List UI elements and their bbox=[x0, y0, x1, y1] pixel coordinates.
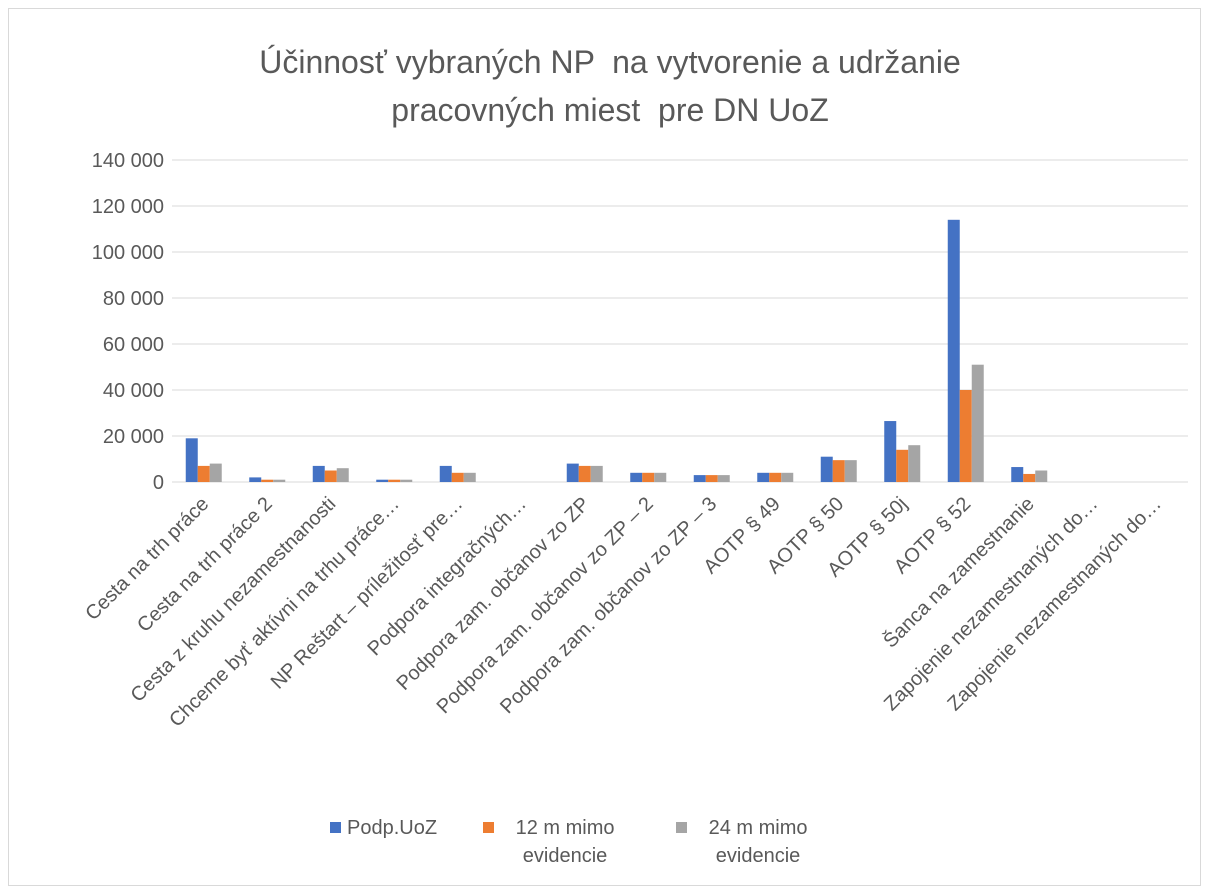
bar bbox=[705, 475, 718, 482]
bar bbox=[197, 465, 210, 482]
x-tick-label: Cesta na trh práce bbox=[81, 493, 213, 625]
y-tick-label: 100 000 bbox=[92, 242, 164, 264]
bar bbox=[757, 472, 770, 482]
bar bbox=[693, 475, 706, 482]
bar bbox=[832, 460, 845, 482]
legend-swatch bbox=[483, 822, 495, 833]
bar bbox=[400, 479, 413, 482]
legend-label: 24 m mimo evidencie bbox=[708, 817, 808, 867]
legend-swatch bbox=[676, 822, 688, 833]
bar bbox=[844, 460, 857, 482]
y-tick-label: 140 000 bbox=[92, 150, 164, 172]
bar bbox=[578, 465, 591, 482]
y-tick-label: 80 000 bbox=[103, 288, 164, 310]
bar bbox=[249, 477, 262, 482]
bar bbox=[971, 364, 984, 482]
y-tick-label: 60 000 bbox=[103, 334, 164, 356]
bar bbox=[439, 465, 452, 482]
legend: Podp.UoZ 12 m mimo evidencie 24 m mimo evi… bbox=[330, 814, 823, 870]
bar bbox=[947, 219, 960, 483]
bar bbox=[959, 390, 972, 482]
bar bbox=[908, 445, 921, 482]
bar bbox=[820, 456, 833, 482]
legend-item: 24 m mimo evidencie bbox=[676, 814, 823, 870]
bar bbox=[209, 463, 222, 482]
bar bbox=[590, 465, 603, 482]
bar bbox=[261, 479, 274, 482]
bar bbox=[1011, 467, 1024, 482]
bar bbox=[1035, 470, 1048, 482]
bar bbox=[781, 472, 794, 482]
y-tick-label: 120 000 bbox=[92, 196, 164, 218]
bar bbox=[630, 472, 643, 482]
bar bbox=[566, 463, 579, 482]
bar bbox=[376, 479, 389, 482]
y-tick-label: 0 bbox=[153, 472, 164, 494]
bar bbox=[654, 472, 667, 482]
legend-item: Podp.UoZ bbox=[330, 814, 437, 870]
chart-title: Účinnosť vybraných NP na vytvorenie a ud… bbox=[259, 44, 970, 128]
x-tick-label: Chceme byť aktívni na trhu práce… bbox=[165, 493, 404, 732]
bar bbox=[336, 468, 349, 482]
bar bbox=[324, 470, 337, 482]
bar bbox=[642, 472, 655, 482]
bar bbox=[769, 472, 782, 482]
bar bbox=[451, 472, 464, 482]
bar bbox=[388, 479, 401, 482]
bar bbox=[1023, 473, 1036, 482]
legend-label: Podp.UoZ bbox=[347, 817, 438, 839]
bar bbox=[884, 421, 897, 482]
y-tick-label: 20 000 bbox=[103, 426, 164, 448]
legend-item: 12 m mimo evidencie bbox=[483, 814, 630, 870]
legend-swatch bbox=[330, 822, 341, 833]
chart-frame bbox=[8, 8, 1201, 886]
bar bbox=[896, 449, 909, 482]
bar bbox=[717, 475, 730, 482]
bar bbox=[463, 472, 476, 482]
legend-label: 12 m mimo evidencie bbox=[515, 817, 615, 867]
y-tick-label: 40 000 bbox=[103, 380, 164, 402]
bar bbox=[312, 465, 325, 482]
bar bbox=[185, 438, 198, 482]
bar bbox=[273, 479, 286, 482]
